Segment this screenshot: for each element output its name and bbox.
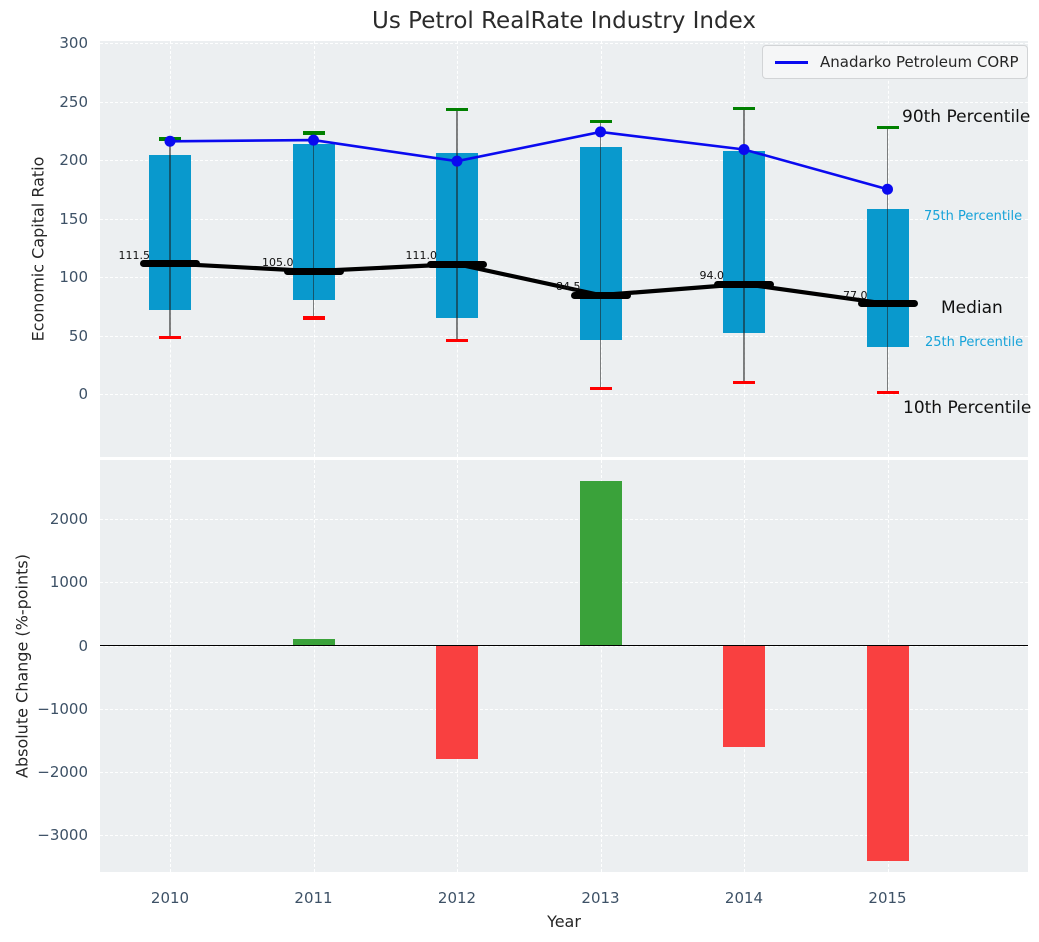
p10-cap-2014	[733, 381, 755, 384]
whisker-2013	[600, 121, 601, 388]
legend-label: Anadarko Petroleum CORP	[820, 53, 1019, 71]
x-tick-label: 2015	[848, 889, 928, 907]
p90-cap-2014	[733, 107, 755, 110]
annotation-25th-percentile: 25th Percentile	[925, 335, 1023, 350]
x-tick-label: 2014	[704, 889, 784, 907]
x-tick-label: 2013	[561, 889, 641, 907]
chart-title: Us Petrol RealRate Industry Index	[100, 8, 1028, 34]
x-tick-label: 2012	[417, 889, 497, 907]
x-axis-label: Year	[547, 912, 581, 931]
x-tick-label: 2011	[274, 889, 354, 907]
gridline-horizontal	[100, 582, 1028, 583]
median-value-label: 77.0	[843, 289, 868, 302]
p10-cap-2012	[446, 339, 468, 342]
p90-cap-2013	[590, 120, 612, 123]
gridline-horizontal	[100, 160, 1028, 161]
change-bar-2012	[436, 646, 478, 760]
annotation-median: Median	[941, 298, 1003, 318]
median-value-label: 111.5	[119, 249, 151, 262]
p90-cap-2010	[159, 137, 181, 140]
gridline-vertical	[170, 460, 171, 872]
y-tick-label: −3000	[0, 826, 88, 844]
whisker-2010	[169, 139, 170, 338]
figure: 111.5105.0111.084.594.077.03002502001501…	[0, 0, 1039, 942]
p90-cap-2011	[303, 131, 325, 134]
gridline-horizontal	[100, 43, 1028, 44]
change-bar-2013	[580, 481, 622, 646]
top-y-axis-label: Economic Capital Ratio	[29, 157, 48, 342]
median-value-label: 111.0	[406, 249, 438, 262]
p10-cap-2013	[590, 387, 612, 390]
annotation-90th-percentile: 90th Percentile	[902, 107, 1030, 127]
p10-cap-2010	[159, 336, 181, 339]
annotation-10th-percentile: 10th Percentile	[903, 398, 1031, 418]
whisker-2012	[456, 110, 457, 340]
median-value-label: 94.0	[700, 269, 725, 282]
p10-cap-2015	[877, 391, 899, 394]
gridline-horizontal	[100, 102, 1028, 103]
change-bar-2015	[867, 646, 909, 861]
zero-line	[100, 645, 1028, 646]
y-tick-label: 0	[0, 385, 88, 403]
median-value-label: 105.0	[262, 256, 294, 269]
whisker-2011	[313, 133, 314, 318]
y-tick-label: 2000	[0, 510, 88, 528]
bottom-y-axis-label: Absolute Change (%-points)	[13, 554, 32, 778]
legend: Anadarko Petroleum CORP	[762, 45, 1028, 79]
x-tick-label: 2010	[130, 889, 210, 907]
whisker-2014	[743, 109, 744, 383]
annotation-75th-percentile: 75th Percentile	[924, 209, 1022, 224]
change-bar-2014	[723, 646, 765, 747]
legend-line-swatch	[775, 61, 808, 64]
y-tick-label: 250	[0, 93, 88, 111]
p90-cap-2012	[446, 108, 468, 111]
median-value-label: 84.5	[556, 280, 581, 293]
p90-cap-2015	[877, 126, 899, 129]
y-tick-label: 300	[0, 34, 88, 52]
gridline-vertical	[314, 460, 315, 872]
p10-cap-2011	[303, 316, 325, 319]
gridline-horizontal	[100, 519, 1028, 520]
whisker-2015	[887, 127, 888, 393]
